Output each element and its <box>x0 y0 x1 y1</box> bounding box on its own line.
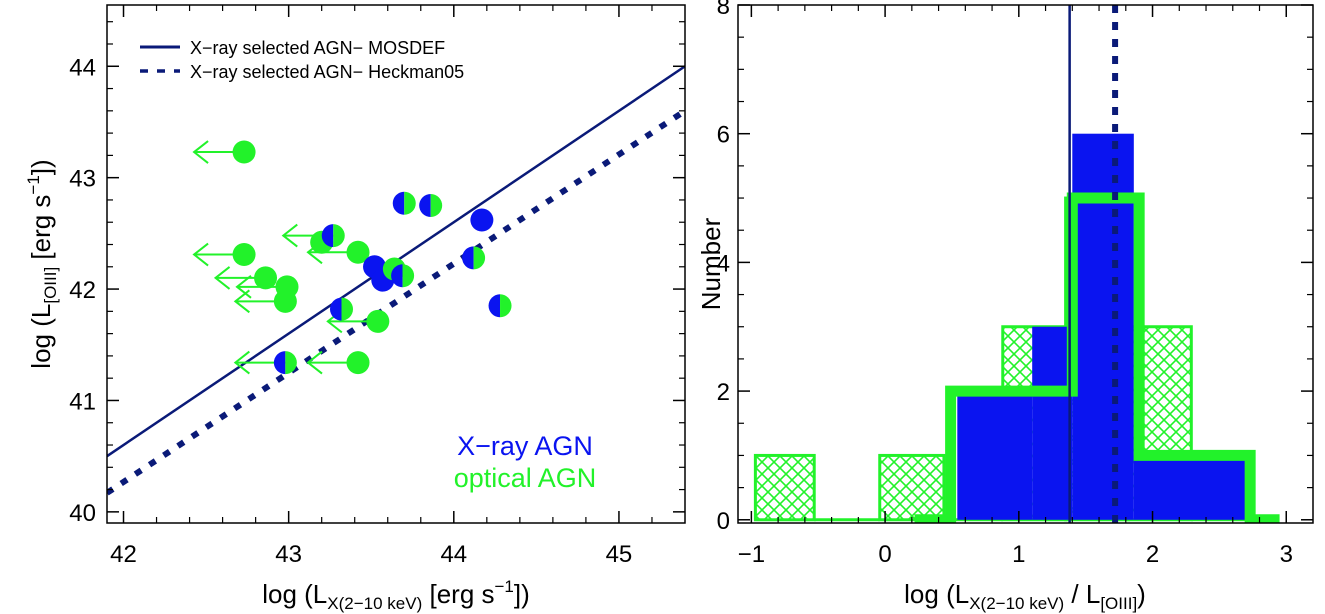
optical-half <box>402 264 415 288</box>
optical-agn-point <box>273 289 297 313</box>
scatter-x-axis-label: log (LX(2−10 keV) [erg s−1]) <box>262 577 530 613</box>
scatter-y-tick-label: 43 <box>69 166 96 193</box>
legend-label-mosdef: X−ray selected AGN− MOSDEF <box>190 38 445 58</box>
histogram-y-tick-label: 6 <box>717 122 730 149</box>
scatter-panel: 42 43 44 45 40 41 42 43 44 X−ray selected AGN− M… <box>24 4 686 613</box>
xray-optical-agn-point <box>330 297 354 321</box>
optical-hatched-bar <box>753 453 816 522</box>
upper-limit-arrow-head <box>306 350 323 375</box>
scatter-y-tick-label: 44 <box>69 54 96 81</box>
xray-half <box>391 264 403 288</box>
xray-optical-agn-point <box>462 246 486 270</box>
heckman05-fit-line <box>107 108 685 496</box>
optical-half <box>341 297 354 321</box>
scatter-x-tick-label: 42 <box>110 541 137 568</box>
optical-half <box>404 191 416 215</box>
histogram-x-tick-label: 1 <box>1012 541 1025 568</box>
optical-half <box>430 194 443 218</box>
upper-limit-arrow-head <box>233 350 250 375</box>
xray-half <box>392 191 405 215</box>
xray-half <box>321 224 334 248</box>
xray-optical-agn-point <box>419 194 443 218</box>
xray-optical-agn-point <box>273 351 297 375</box>
xray-half <box>419 194 431 218</box>
xray-optical-agn-point <box>321 224 345 248</box>
upper-limit-arrow-head <box>192 140 209 164</box>
histogram-x-tick-label: −1 <box>738 541 765 568</box>
optical-agn-point <box>232 243 256 267</box>
histogram-y-tick-label: 2 <box>717 379 730 406</box>
histogram-panel: −1 0 1 2 3 0 2 4 6 8 log (LX(2−10 keV) / L[OIII])… <box>696 0 1314 613</box>
histogram-x-tick-label: 0 <box>878 541 891 568</box>
histogram-plot-frame <box>737 4 1314 524</box>
optical-half <box>473 246 486 270</box>
scatter-y-tick-label: 40 <box>69 500 96 527</box>
optical-agn-point <box>232 140 256 164</box>
xray-half <box>462 246 474 270</box>
scatter-legend: X−ray selected AGN− MOSDEF X−ray selecte… <box>140 38 464 82</box>
histogram-x-tick-label: 3 <box>1280 541 1293 568</box>
xray-optical-agn-point <box>391 264 415 288</box>
upper-limit-arrow-head <box>235 275 252 299</box>
optical-step-outline <box>914 192 1280 523</box>
xray-optical-agn-point <box>392 191 416 215</box>
annotation-optical-agn: optical AGN <box>454 463 597 493</box>
optical-agn-point <box>346 240 370 264</box>
histogram-y-axis-label: Number <box>696 217 726 310</box>
optical-agn-point <box>254 266 278 290</box>
xray-half <box>488 294 501 318</box>
optical-hatched-bar <box>878 453 946 522</box>
optical-half <box>333 224 345 248</box>
upper-limit-arrow-head <box>281 223 298 248</box>
scatter-y-tick-label: 41 <box>69 388 96 415</box>
scatter-y-axis-label: log (L[OIII] [erg s−1]) <box>24 159 60 368</box>
upper-limit-arrow-head <box>213 266 231 290</box>
annotation-xray-agn: X−ray AGN <box>457 431 593 461</box>
xray-filled-bar <box>957 391 1033 520</box>
xray-filled-bar <box>1032 326 1073 520</box>
xray-filled-bar <box>1133 455 1247 520</box>
histogram-y-tick-label: 4 <box>717 250 730 277</box>
optical-agn-point <box>366 309 390 333</box>
histogram-y-tick-label: 8 <box>717 0 730 20</box>
legend-label-heckman: X−ray selected AGN− Heckman05 <box>190 62 464 82</box>
scatter-x-tick-label: 44 <box>440 541 467 568</box>
scatter-y-tick-label: 42 <box>69 277 96 304</box>
xray-half <box>330 297 342 321</box>
scatter-plot-frame <box>106 4 686 524</box>
xray-agn-point <box>470 208 494 232</box>
optical-agn-point <box>346 351 370 375</box>
histogram-x-axis-label: log (LX(2−10 keV) / L[OIII]) <box>904 579 1146 613</box>
optical-half <box>500 294 512 318</box>
optical-half <box>285 351 297 375</box>
scatter-x-tick-label: 43 <box>275 541 302 568</box>
upper-limit-arrow-head <box>192 242 209 267</box>
xray-filled-bar <box>1072 133 1134 520</box>
histogram-y-tick-label: 0 <box>717 508 730 535</box>
upper-limit-arrow-head <box>233 289 250 314</box>
xray-optical-agn-point <box>488 294 512 318</box>
xray-half <box>273 351 286 375</box>
scatter-x-tick-label: 45 <box>606 541 633 568</box>
histogram-x-tick-label: 2 <box>1146 541 1159 568</box>
